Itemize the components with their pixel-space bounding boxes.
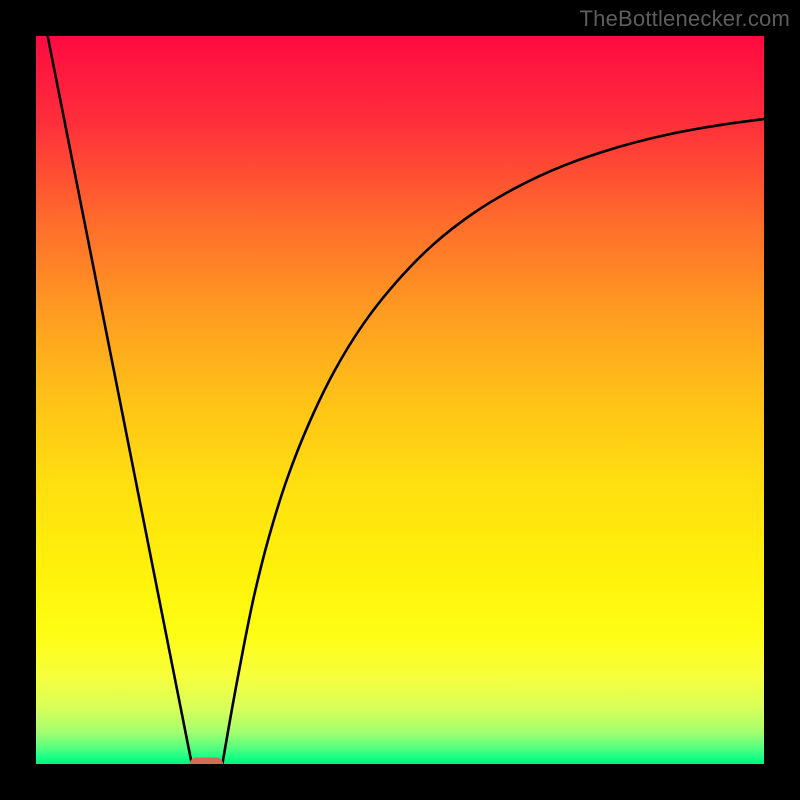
plot-background-gradient — [36, 36, 764, 764]
chart-container: TheBottlenecker.com — [0, 0, 800, 800]
watermark-text: TheBottlenecker.com — [580, 6, 790, 32]
chart-svg — [0, 0, 800, 800]
